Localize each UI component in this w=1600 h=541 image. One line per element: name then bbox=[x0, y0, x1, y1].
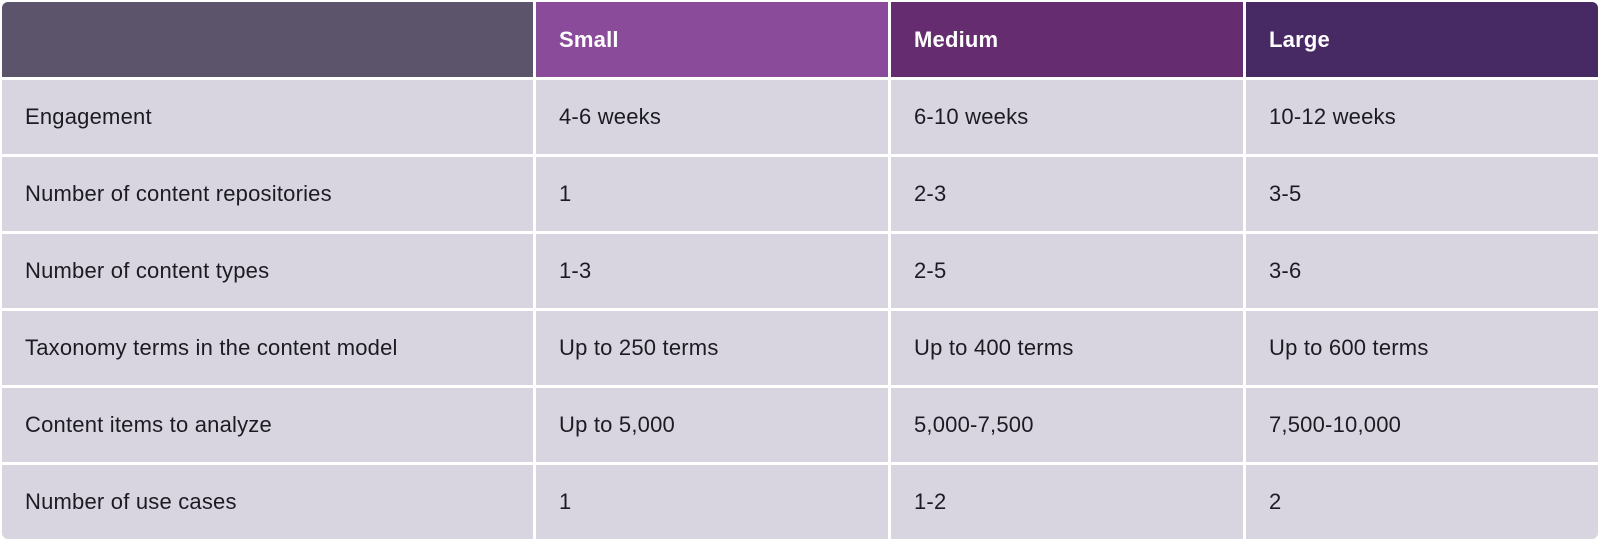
cell-taxonomy-large: Up to 600 terms bbox=[1246, 311, 1598, 385]
cell-use-cases-large: 2 bbox=[1246, 465, 1598, 539]
cell-content-items-medium: 5,000-7,500 bbox=[891, 388, 1243, 462]
cell-repositories-small: 1 bbox=[536, 157, 888, 231]
row-label-use-cases: Number of use cases bbox=[2, 465, 533, 539]
header-large: Large bbox=[1246, 2, 1598, 77]
cell-taxonomy-small: Up to 250 terms bbox=[536, 311, 888, 385]
row-label-content-repositories: Number of content repositories bbox=[2, 157, 533, 231]
cell-content-types-medium: 2-5 bbox=[891, 234, 1243, 308]
cell-content-items-large: 7,500-10,000 bbox=[1246, 388, 1598, 462]
row-label-engagement: Engagement bbox=[2, 80, 533, 154]
cell-content-types-large: 3-6 bbox=[1246, 234, 1598, 308]
cell-use-cases-small: 1 bbox=[536, 465, 888, 539]
cell-taxonomy-medium: Up to 400 terms bbox=[891, 311, 1243, 385]
header-small: Small bbox=[536, 2, 888, 77]
header-medium: Medium bbox=[891, 2, 1243, 77]
cell-repositories-large: 3-5 bbox=[1246, 157, 1598, 231]
cell-engagement-small: 4-6 weeks bbox=[536, 80, 888, 154]
cell-engagement-medium: 6-10 weeks bbox=[891, 80, 1243, 154]
row-label-content-items: Content items to analyze bbox=[2, 388, 533, 462]
cell-content-items-small: Up to 5,000 bbox=[536, 388, 888, 462]
cell-engagement-large: 10-12 weeks bbox=[1246, 80, 1598, 154]
row-label-taxonomy-terms: Taxonomy terms in the content model bbox=[2, 311, 533, 385]
header-corner-cell bbox=[2, 2, 533, 77]
row-label-content-types: Number of content types bbox=[2, 234, 533, 308]
cell-use-cases-medium: 1-2 bbox=[891, 465, 1243, 539]
cell-repositories-medium: 2-3 bbox=[891, 157, 1243, 231]
cell-content-types-small: 1-3 bbox=[536, 234, 888, 308]
